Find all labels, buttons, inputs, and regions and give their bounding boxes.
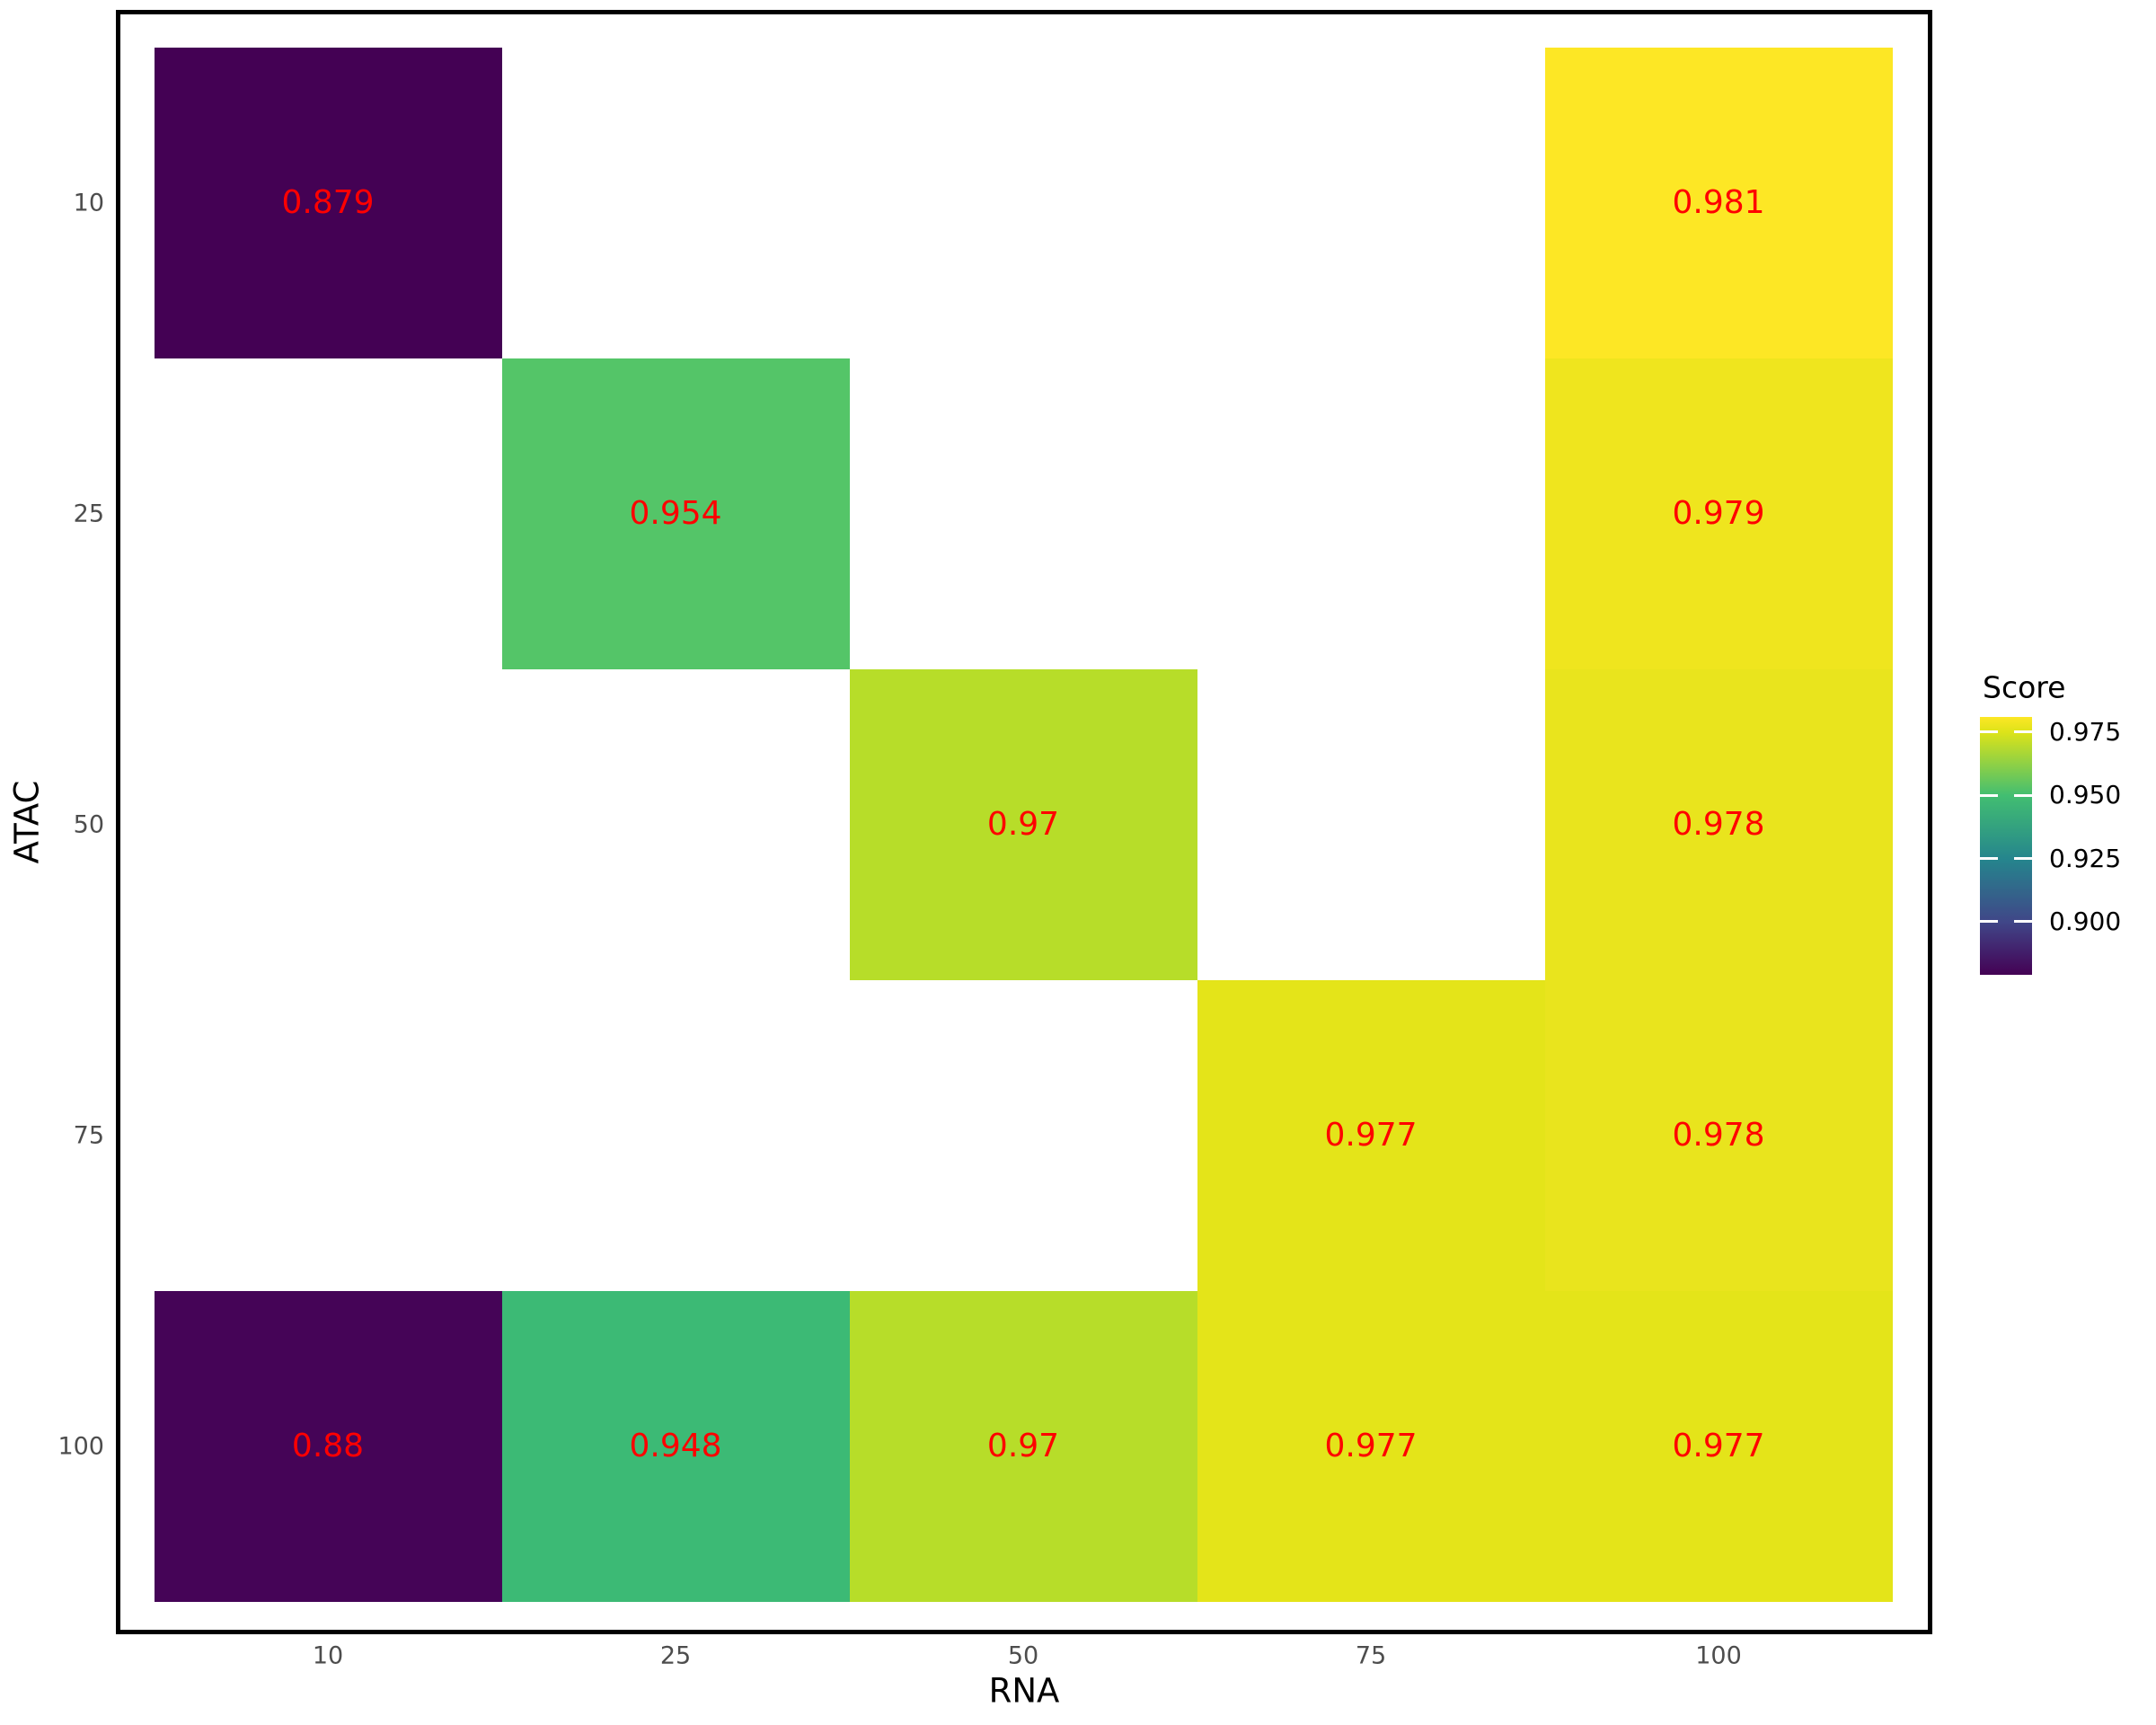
y-tick-label-100: 100 <box>57 1432 104 1461</box>
heatmap-cell-rna100-atac75 <box>1544 980 1893 1291</box>
plot-panel <box>116 10 1932 1634</box>
y-tick-label-25: 25 <box>73 500 104 528</box>
legend-tick-mark <box>1980 730 1998 734</box>
heatmap-cell-rna10-atac100 <box>154 1291 502 1602</box>
y-tick-label-75: 75 <box>73 1121 104 1150</box>
cell-value-label: 0.977 <box>1672 1428 1765 1464</box>
heatmap-cell-rna50-atac50 <box>849 669 1197 980</box>
legend-tick-mark <box>1980 920 1998 924</box>
heatmap-cell-rna75-atac100 <box>1197 1291 1545 1602</box>
cell-value-label: 0.978 <box>1672 1117 1765 1154</box>
y-axis-title: ATAC <box>7 780 47 864</box>
legend-title: Score <box>1983 669 2066 705</box>
x-tick-label-50: 50 <box>1007 1641 1039 1670</box>
x-tick-label-75: 75 <box>1355 1641 1387 1670</box>
x-tick-label-25: 25 <box>659 1641 692 1670</box>
heatmap-cell-rna100-atac25 <box>1544 358 1893 669</box>
legend-tick-mark <box>1980 793 1998 797</box>
heatmap-cell-rna100-atac10 <box>1544 48 1893 358</box>
legend-tick-mark <box>2014 857 2032 861</box>
heatmap-cell-rna25-atac25 <box>501 358 850 669</box>
heatmap-cell-rna100-atac100 <box>1544 1291 1893 1602</box>
cell-value-label: 0.979 <box>1672 495 1765 532</box>
heatmap-cell-rna25-atac100 <box>501 1291 850 1602</box>
x-tick-label-100: 100 <box>1695 1641 1742 1670</box>
cell-value-label: 0.978 <box>1672 806 1765 843</box>
cell-value-label: 0.879 <box>281 184 375 221</box>
y-tick-label-10: 10 <box>73 189 104 217</box>
cell-value-label: 0.97 <box>986 1428 1060 1464</box>
cell-value-label: 0.954 <box>629 495 722 532</box>
legend-tick-label-0.925: 0.925 <box>2049 843 2122 873</box>
heatmap-cell-rna50-atac100 <box>849 1291 1197 1602</box>
legend-tick-label-0.975: 0.975 <box>2049 716 2122 747</box>
cell-value-label: 0.981 <box>1672 184 1765 221</box>
heatmap-cell-rna10-atac10 <box>154 48 502 358</box>
legend-tick-label-0.900: 0.900 <box>2049 906 2122 936</box>
legend-tick-mark <box>2014 920 2032 924</box>
x-axis-title: RNA <box>988 1671 1060 1711</box>
cell-value-label: 0.977 <box>1324 1117 1418 1154</box>
x-tick-label-10: 10 <box>312 1641 344 1670</box>
legend-tick-mark <box>2014 730 2032 734</box>
legend-tick-mark <box>2014 793 2032 797</box>
cell-value-label: 0.97 <box>986 806 1060 843</box>
cell-value-label: 0.948 <box>629 1428 722 1464</box>
heatmap-cell-rna75-atac75 <box>1197 980 1545 1291</box>
legend-colorbar <box>1980 717 2032 975</box>
legend-tick-mark <box>1980 857 1998 861</box>
heatmap-cell-rna100-atac50 <box>1544 669 1893 980</box>
y-tick-label-50: 50 <box>73 810 104 839</box>
cell-value-label: 0.977 <box>1324 1428 1418 1464</box>
cell-value-label: 0.88 <box>291 1428 365 1464</box>
legend-tick-label-0.950: 0.950 <box>2049 780 2122 810</box>
